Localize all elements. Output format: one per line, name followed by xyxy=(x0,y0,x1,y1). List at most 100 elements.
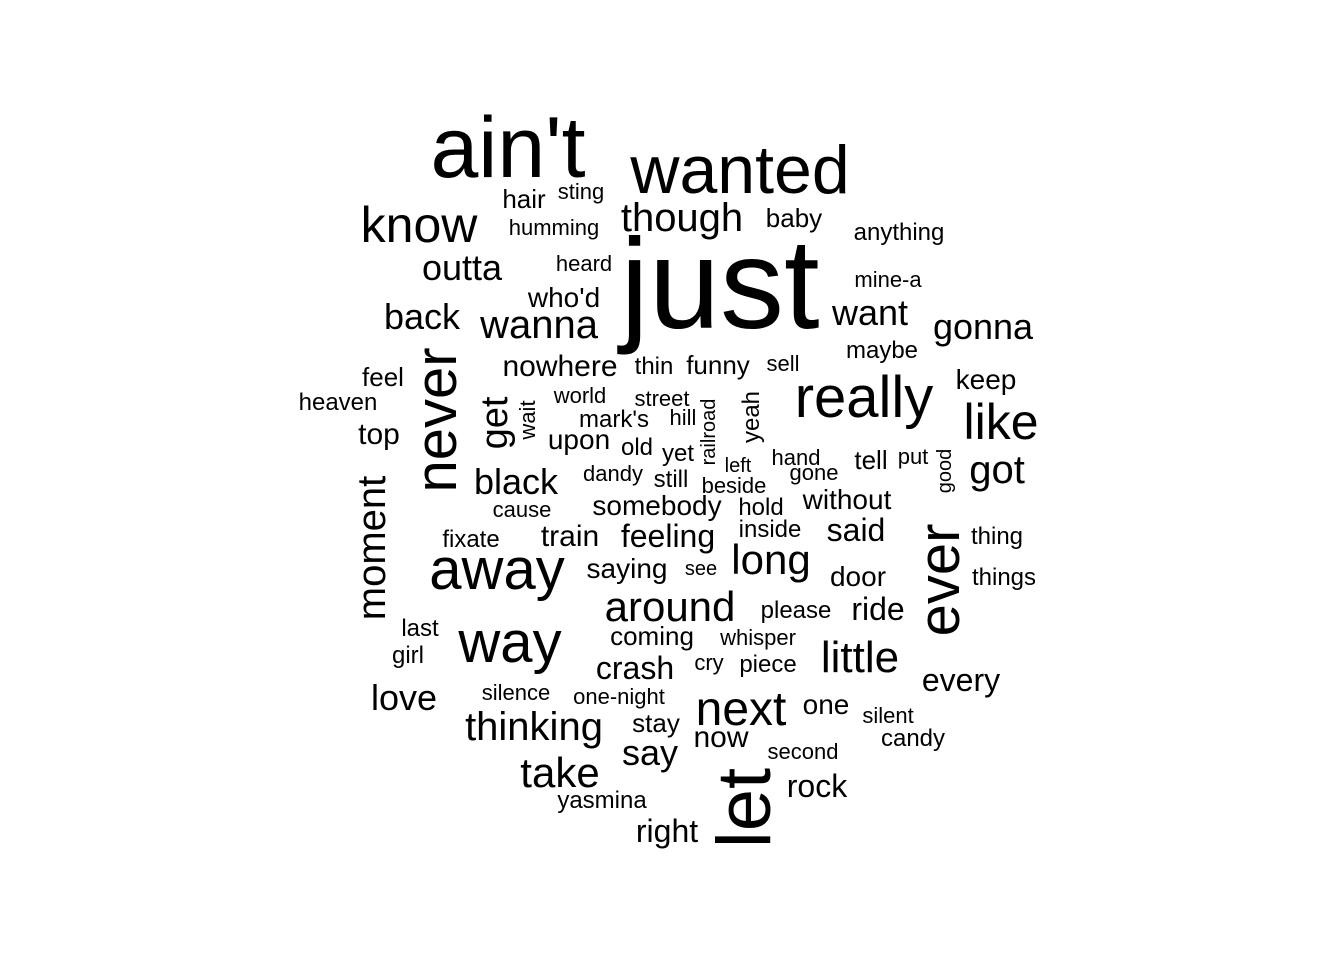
word-yasmina: yasmina xyxy=(557,787,647,814)
word-way: way xyxy=(458,610,562,675)
word-still: still xyxy=(653,466,689,493)
word-cause: cause xyxy=(492,497,552,522)
word-feeling: feeling xyxy=(620,518,716,554)
word-wait: wait xyxy=(515,400,540,440)
word-silence: silence xyxy=(481,680,551,705)
word-hand: hand xyxy=(771,445,821,470)
word-put: put xyxy=(897,444,929,469)
word-stay: stay xyxy=(632,708,680,738)
word-railroad: railroad xyxy=(698,398,720,466)
word-around: around xyxy=(604,583,736,630)
word-saying: saying xyxy=(586,553,668,584)
word-coming: coming xyxy=(610,621,694,651)
word-next: next xyxy=(695,683,787,736)
word-anything: anything xyxy=(853,219,945,246)
word-feel: feel xyxy=(362,362,404,392)
word-train: train xyxy=(540,520,600,553)
word-say: say xyxy=(621,732,679,773)
word-never: never xyxy=(404,347,469,493)
word-long: long xyxy=(731,536,811,583)
word-last: last xyxy=(401,615,439,642)
word-thing: thing xyxy=(970,523,1024,550)
word-hill: hill xyxy=(669,405,697,430)
word-yeah: yeah xyxy=(738,390,765,444)
word-moment: moment xyxy=(350,475,394,621)
word-thin: thin xyxy=(634,353,674,380)
word-want: want xyxy=(831,292,909,333)
word-every: every xyxy=(921,662,1001,698)
word-really: really xyxy=(794,365,934,430)
word-world: world xyxy=(553,383,607,408)
word-one: one xyxy=(802,689,850,720)
word-street: street xyxy=(634,386,690,411)
word-piece: piece xyxy=(739,651,797,678)
word-love: love xyxy=(370,677,438,718)
word-ever: ever xyxy=(907,523,972,637)
word-sting: sting xyxy=(557,179,605,204)
word-left: left xyxy=(724,455,752,477)
word-hold: hold xyxy=(738,494,784,521)
word-crash: crash xyxy=(595,650,675,686)
word-gone: gone xyxy=(789,460,839,485)
word-tell: tell xyxy=(854,445,888,475)
word-humming: humming xyxy=(508,215,600,240)
word-got: got xyxy=(969,448,1025,492)
word-right: right xyxy=(635,813,699,849)
word-second: second xyxy=(767,739,839,764)
word-candy: candy xyxy=(880,725,946,752)
word-without: without xyxy=(802,484,892,515)
word-thinking: thinking xyxy=(465,705,603,749)
word-hair: hair xyxy=(502,184,546,214)
word-door: door xyxy=(829,561,887,592)
word-take: take xyxy=(520,749,600,796)
word-sell: sell xyxy=(766,351,800,376)
word-black: black xyxy=(473,461,559,502)
word-whisper: whisper xyxy=(720,625,796,650)
word-old: old xyxy=(620,434,654,461)
word-just: just xyxy=(620,213,820,356)
word-cry: cry xyxy=(694,650,724,675)
word-top: top xyxy=(358,418,400,451)
word-see: see xyxy=(684,558,718,580)
word-yet: yet xyxy=(661,440,695,467)
word-ride: ride xyxy=(851,591,905,627)
word-fixate: fixate xyxy=(442,526,500,553)
word-back: back xyxy=(383,296,461,337)
word-upon: upon xyxy=(547,424,611,455)
word-like: like xyxy=(963,394,1039,450)
word-wanted: wanted xyxy=(630,132,850,208)
word-dandy: dandy xyxy=(583,461,643,486)
word-away: away xyxy=(429,537,565,602)
word-mine-a: mine-a xyxy=(854,267,922,292)
word-good: good xyxy=(934,448,956,494)
word-get: get xyxy=(474,396,516,450)
word-let: let xyxy=(702,767,787,849)
word-things: things xyxy=(971,564,1037,591)
word-know: know xyxy=(360,197,478,253)
word-whod: who'd xyxy=(527,282,601,313)
word-little: little xyxy=(820,633,900,682)
word-outta: outta xyxy=(421,247,503,288)
word-keep: keep xyxy=(955,364,1017,395)
word-gonna: gonna xyxy=(932,306,1034,347)
word-heaven: heaven xyxy=(298,389,378,416)
word-nowhere: nowhere xyxy=(502,350,618,383)
word-one-night: one-night xyxy=(573,684,665,709)
word-inside: inside xyxy=(738,516,802,543)
word-now: now xyxy=(693,721,749,754)
word-aint: ain't xyxy=(430,100,586,196)
word-said: said xyxy=(826,512,886,548)
word-baby: baby xyxy=(765,203,823,233)
word-somebody: somebody xyxy=(592,490,722,521)
word-marks: mark's xyxy=(579,406,649,433)
word-rock: rock xyxy=(786,768,848,804)
word-though: though xyxy=(620,196,744,240)
word-funny: funny xyxy=(686,350,750,380)
word-silent: silent xyxy=(862,703,914,728)
word-heard: heard xyxy=(555,251,613,276)
word-girl: girl xyxy=(391,642,425,669)
word-beside: beside xyxy=(701,473,767,498)
word-wanna: wanna xyxy=(480,303,598,347)
word-maybe: maybe xyxy=(845,337,919,364)
